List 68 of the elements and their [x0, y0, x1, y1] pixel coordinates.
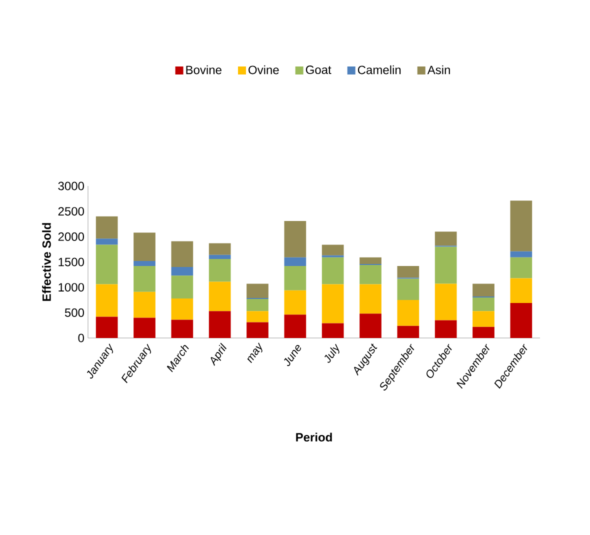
x-axis-title: Period [296, 432, 332, 442]
bar [360, 284, 382, 314]
bar [208, 311, 231, 338]
bar [397, 326, 420, 338]
bar [208, 243, 231, 255]
y-tick-label: 500 [64, 308, 84, 317]
bar [246, 322, 268, 338]
legend-label: Asin [427, 65, 450, 74]
bar [171, 320, 194, 338]
bar [397, 266, 420, 278]
bar [284, 266, 306, 290]
bar [171, 276, 194, 298]
y-tick-label: 0 [78, 334, 84, 342]
bar [171, 241, 194, 268]
bar [134, 266, 156, 292]
bar [322, 323, 344, 338]
bar [510, 303, 532, 338]
legend-label: Bovine [186, 65, 222, 74]
bar [360, 265, 382, 284]
legend-label: Ovine [248, 65, 279, 74]
y-tick-label: 2000 [58, 232, 84, 241]
bar [322, 257, 344, 284]
bar [284, 220, 306, 258]
bar [134, 260, 156, 266]
bar [284, 290, 306, 315]
bar [284, 314, 306, 338]
bar [434, 320, 457, 338]
bar [472, 311, 494, 327]
bar [510, 200, 532, 252]
bar [472, 297, 494, 312]
bar [208, 258, 231, 282]
y-tick-label: 3000 [58, 182, 84, 190]
bar [397, 300, 420, 326]
bar [246, 284, 268, 298]
bar [360, 257, 382, 264]
bar [171, 267, 194, 276]
bar [96, 238, 118, 245]
bar [510, 257, 532, 278]
bar [208, 282, 231, 312]
bar [208, 254, 231, 259]
bar [134, 232, 156, 261]
bar [510, 278, 532, 304]
y-tick-label: 2500 [58, 207, 84, 216]
bar [434, 232, 457, 246]
bar [284, 257, 306, 266]
bar [246, 311, 268, 322]
bar [96, 244, 118, 284]
bar [472, 284, 494, 296]
y-axis-title: Effective Sold [42, 223, 51, 301]
y-tick-label: 1500 [58, 258, 84, 266]
bar [360, 314, 382, 338]
bar [322, 284, 344, 324]
bar [322, 244, 344, 256]
bar [134, 292, 156, 318]
bar [472, 326, 494, 338]
bar [96, 316, 118, 338]
bar [397, 278, 420, 300]
bar [96, 216, 118, 239]
bar [510, 251, 532, 258]
bar [434, 246, 457, 284]
legend-label: Camelin [358, 65, 401, 74]
bar [96, 284, 118, 317]
bar [246, 298, 268, 312]
y-tick-label: 1000 [58, 283, 84, 292]
legend-label: Goat [306, 66, 332, 74]
bar [171, 298, 194, 320]
bar [434, 284, 457, 320]
bar [134, 318, 156, 338]
